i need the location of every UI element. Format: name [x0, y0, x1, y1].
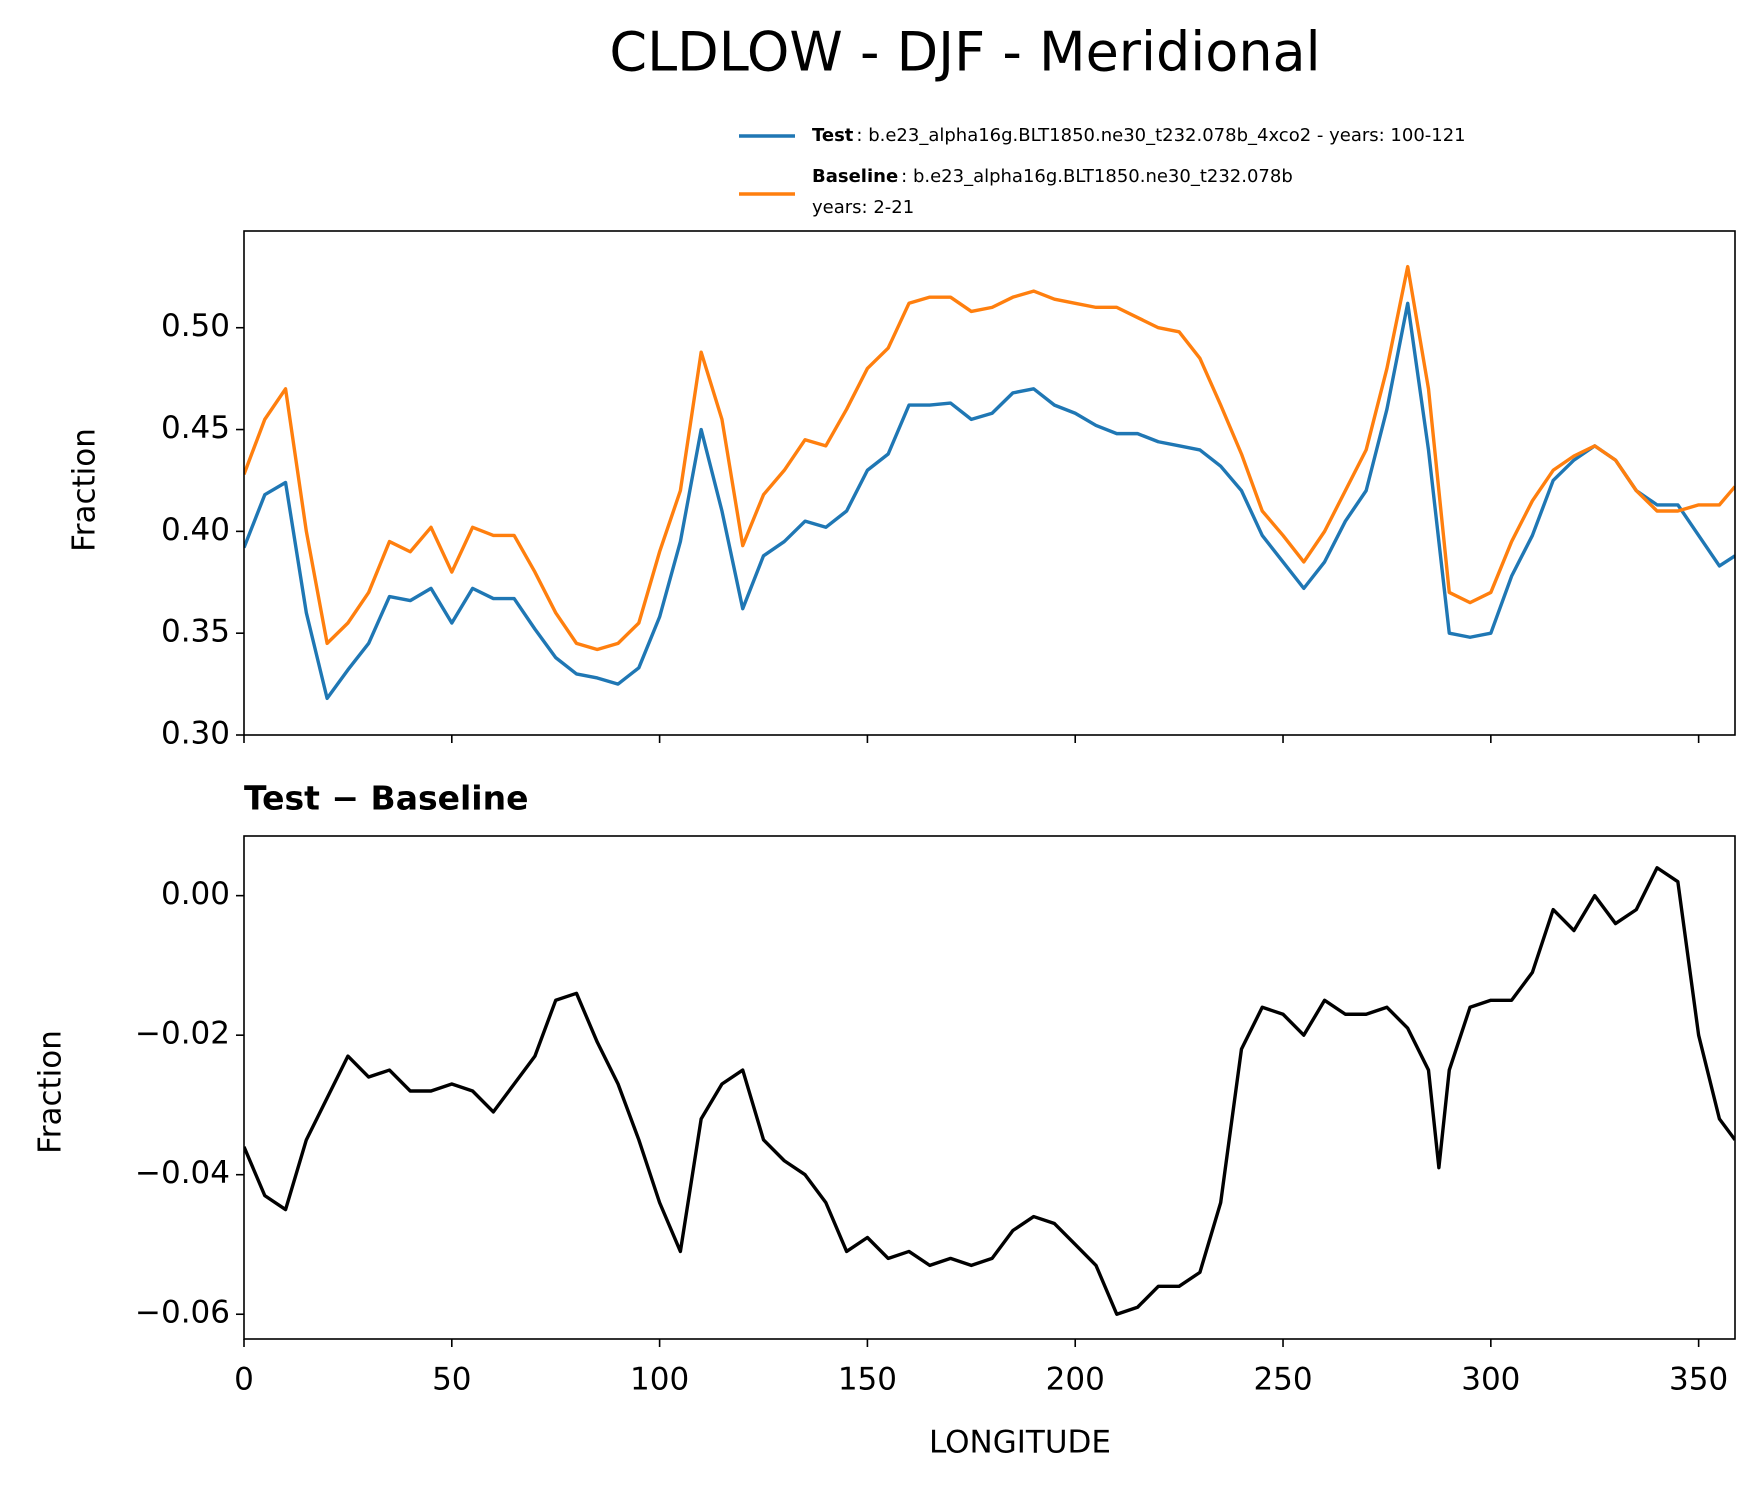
legend-label: Baseline: [812, 166, 898, 187]
legend-detail: years: 2-21: [812, 197, 914, 218]
data-line: [244, 301, 1735, 701]
y-tick-label: 0.50: [161, 308, 230, 344]
x-axis-label: LONGITUDE: [929, 1425, 1111, 1461]
x-tick-label: 100: [630, 1362, 689, 1398]
y-tick-label: 0.40: [161, 512, 230, 548]
y-tick-label: 0.00: [161, 876, 230, 912]
data-line: [244, 866, 1735, 1316]
y-tick-label: 0.35: [161, 614, 230, 650]
y-axis-label: Fraction: [67, 428, 103, 552]
y-tick-label: −0.02: [135, 1016, 230, 1052]
subplot-title: Test − Baseline: [244, 779, 529, 818]
x-tick-label: 350: [1669, 1362, 1728, 1398]
legend-detail: : b.e23_alpha16g.BLT1850.ne30_t232.078b_…: [856, 125, 1465, 146]
y-tick-label: −0.04: [135, 1155, 230, 1191]
plot-frame: [243, 230, 1736, 736]
y-tick-label: −0.06: [135, 1295, 230, 1331]
x-tick-label: 50: [432, 1362, 471, 1398]
x-tick-label: 300: [1461, 1362, 1520, 1398]
y-tick-label: 0.45: [161, 410, 230, 446]
x-tick-label: 250: [1253, 1362, 1312, 1398]
data-line: [244, 264, 1735, 652]
chart-title: CLDLOW - DJF - Meridional: [609, 21, 1320, 84]
x-tick-label: 200: [1046, 1362, 1105, 1398]
legend-detail: : b.e23_alpha16g.BLT1850.ne30_t232.078b: [901, 166, 1293, 187]
x-tick-label: 150: [838, 1362, 897, 1398]
plot-frame: [243, 835, 1736, 1340]
x-tick-label: 0: [234, 1362, 254, 1398]
y-axis-label: Fraction: [33, 1030, 69, 1154]
legend-label: Test: [812, 125, 854, 146]
y-tick-label: 0.30: [161, 716, 230, 752]
